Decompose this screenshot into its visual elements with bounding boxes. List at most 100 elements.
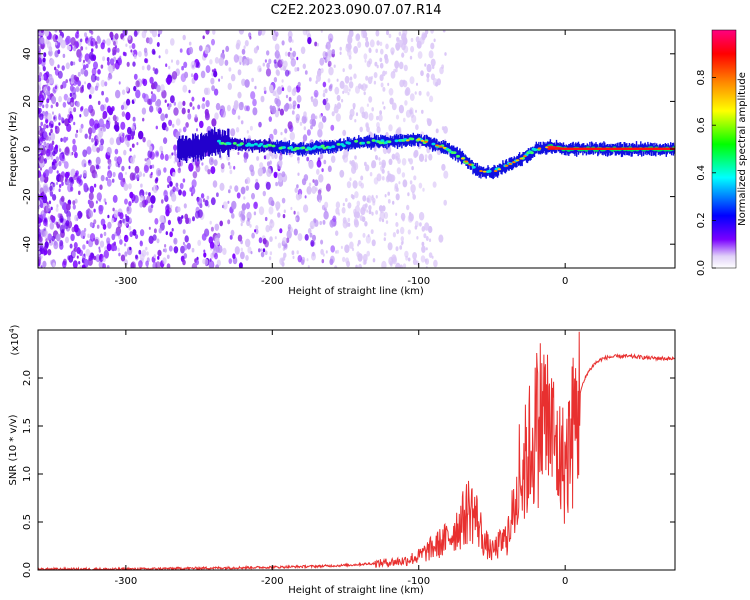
noise-speckle bbox=[313, 89, 319, 98]
noise-speckle bbox=[50, 123, 54, 128]
noise-speckle bbox=[251, 232, 255, 239]
trace-band-segment bbox=[416, 135, 418, 143]
trace-band-segment bbox=[543, 142, 545, 151]
noise-speckle bbox=[90, 30, 94, 35]
noise-speckle bbox=[51, 235, 55, 242]
noise-speckle bbox=[55, 207, 59, 212]
noise-speckle bbox=[435, 128, 439, 134]
trace-core-blob bbox=[327, 146, 332, 150]
trace-band-segment bbox=[519, 155, 522, 167]
noise-speckle bbox=[163, 167, 167, 173]
noise-speckle bbox=[39, 101, 43, 106]
trace-band-segment bbox=[522, 152, 524, 162]
noise-speckle bbox=[103, 231, 107, 237]
noise-speckle bbox=[279, 228, 283, 234]
noise-speckle bbox=[397, 126, 402, 132]
noise-speckle bbox=[274, 89, 280, 98]
noise-speckle bbox=[367, 234, 370, 238]
noise-speckle bbox=[284, 128, 288, 134]
noise-speckle bbox=[66, 123, 72, 132]
noise-speckle bbox=[173, 101, 176, 106]
trace-band-segment bbox=[590, 146, 592, 155]
noise-speckle bbox=[222, 201, 228, 210]
noise-speckle bbox=[385, 220, 389, 225]
trace-band-segment bbox=[200, 132, 203, 161]
noise-speckle bbox=[94, 141, 98, 147]
noise-speckle bbox=[280, 131, 283, 136]
noise-speckle bbox=[319, 153, 324, 160]
trace-band-segment bbox=[236, 138, 238, 150]
noise-speckle bbox=[296, 56, 299, 61]
noise-speckle bbox=[227, 219, 231, 225]
noise-speckle bbox=[396, 167, 402, 175]
noise-speckle bbox=[49, 239, 52, 244]
noise-speckle bbox=[50, 193, 53, 197]
noise-speckle bbox=[129, 231, 133, 238]
noise-speckle bbox=[93, 61, 98, 70]
noise-speckle bbox=[297, 156, 300, 162]
trace-core-blob bbox=[217, 139, 221, 143]
noise-speckle bbox=[88, 127, 93, 135]
y-tick-label: 2.0 bbox=[22, 370, 33, 386]
colorbar-label: Normalized spectral amplitude bbox=[737, 72, 748, 226]
noise-speckle bbox=[331, 49, 335, 55]
noise-speckle bbox=[65, 220, 70, 227]
noise-speckle bbox=[402, 179, 408, 188]
noise-speckle bbox=[135, 254, 138, 259]
noise-speckle bbox=[52, 194, 57, 201]
noise-speckle bbox=[113, 209, 119, 218]
trace-band-segment bbox=[414, 135, 416, 146]
noise-speckle bbox=[324, 88, 328, 94]
noise-speckle bbox=[118, 81, 121, 85]
trace-band-segment bbox=[192, 133, 194, 158]
trace-band-segment bbox=[265, 140, 267, 149]
noise-speckle bbox=[54, 66, 57, 71]
trace-flat-segment bbox=[547, 147, 675, 150]
noise-speckle bbox=[56, 181, 58, 186]
noise-speckle bbox=[48, 136, 51, 142]
noise-speckle bbox=[197, 239, 202, 246]
noise-speckle bbox=[73, 74, 77, 81]
noise-speckle bbox=[182, 190, 187, 197]
noise-speckle bbox=[183, 61, 188, 68]
noise-speckle bbox=[325, 41, 331, 50]
noise-speckle bbox=[161, 199, 164, 204]
trace-band-segment bbox=[260, 141, 262, 152]
noise-speckle bbox=[388, 88, 394, 96]
noise-speckle bbox=[410, 111, 414, 118]
trace-band-segment bbox=[503, 162, 505, 172]
trace-band-segment bbox=[546, 143, 548, 155]
noise-speckle bbox=[273, 59, 277, 64]
noise-speckle bbox=[317, 189, 322, 196]
noise-speckle bbox=[38, 236, 43, 243]
noise-speckle bbox=[181, 107, 186, 115]
noise-speckle bbox=[129, 147, 132, 152]
noise-speckle bbox=[99, 205, 104, 212]
noise-speckle bbox=[283, 65, 287, 72]
noise-speckle bbox=[364, 221, 368, 227]
trace-band-segment bbox=[355, 139, 357, 148]
noise-speckle bbox=[138, 171, 143, 178]
noise-speckle bbox=[129, 217, 132, 222]
noise-speckle bbox=[365, 75, 369, 81]
noise-speckle bbox=[368, 209, 372, 215]
noise-speckle bbox=[39, 188, 42, 193]
trace-band-segment bbox=[413, 134, 415, 146]
noise-speckle bbox=[106, 265, 110, 268]
x-tick-label: 0 bbox=[562, 576, 568, 587]
noise-speckle bbox=[381, 205, 386, 212]
trace-band-segment bbox=[213, 134, 215, 153]
colorbar-gradient bbox=[711, 29, 737, 269]
noise-speckle bbox=[206, 195, 210, 200]
trace-band-segment bbox=[581, 143, 583, 152]
snr-series-line bbox=[38, 331, 675, 570]
colorbar-tick-label: 0.0 bbox=[696, 260, 707, 276]
noise-speckle bbox=[418, 90, 422, 96]
trace-band-segment bbox=[521, 153, 523, 167]
noise-speckle bbox=[273, 153, 278, 159]
noise-speckle bbox=[160, 84, 165, 92]
noise-speckle bbox=[358, 263, 362, 268]
noise-speckle bbox=[41, 75, 44, 81]
trace-band-segment bbox=[243, 137, 246, 150]
noise-speckle bbox=[170, 38, 175, 46]
